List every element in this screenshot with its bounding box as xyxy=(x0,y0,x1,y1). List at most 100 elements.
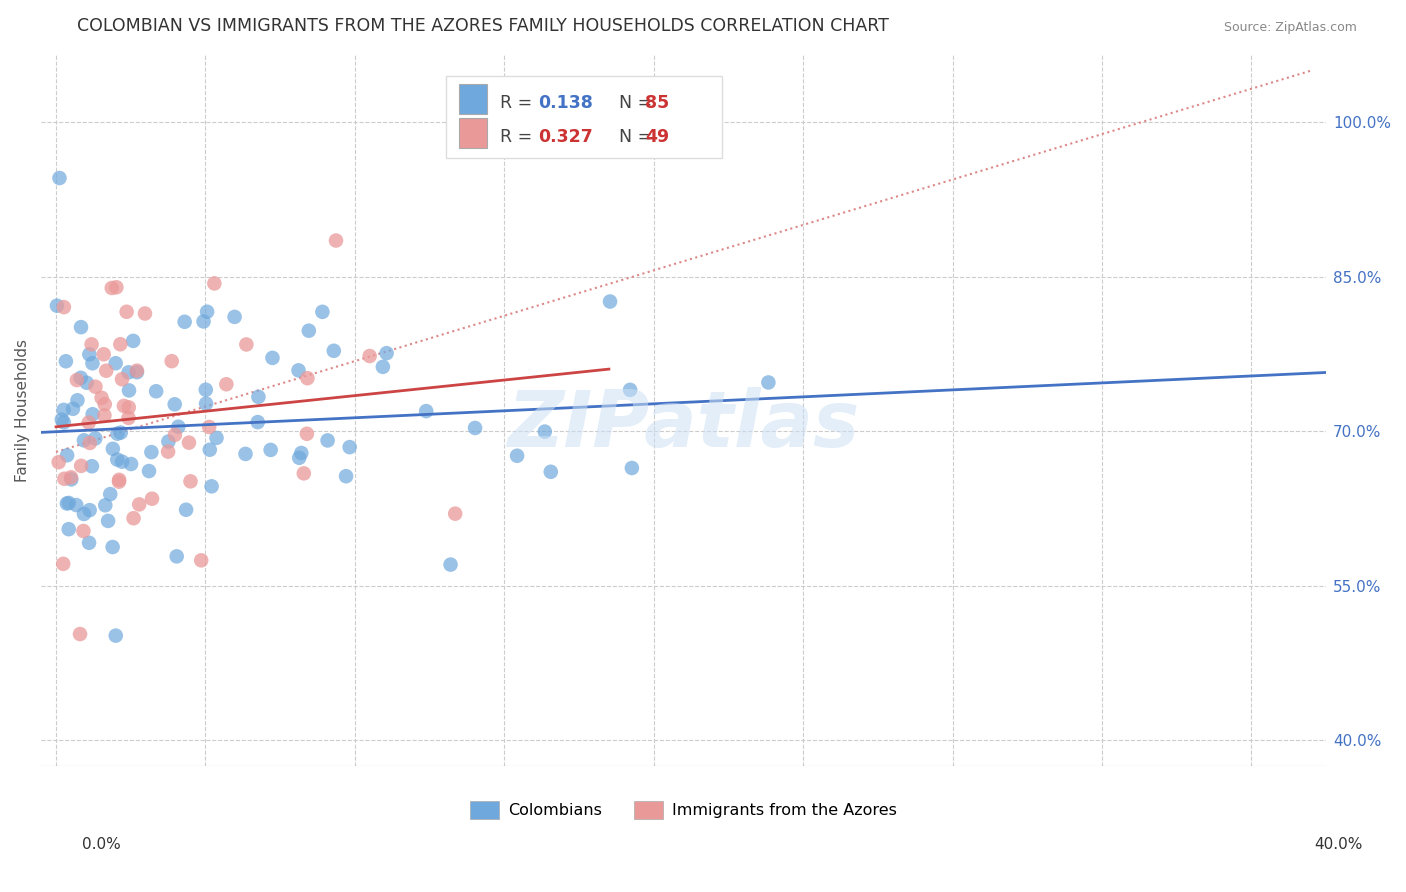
Point xyxy=(335,469,357,483)
Point xyxy=(290,446,312,460)
Point xyxy=(52,403,75,417)
Point xyxy=(93,347,115,361)
Text: N =: N = xyxy=(619,95,652,112)
Point xyxy=(62,401,84,416)
Point xyxy=(167,419,190,434)
Text: 85: 85 xyxy=(645,95,669,112)
Point xyxy=(58,496,80,510)
Legend: Colombians, Immigrants from the Azores: Colombians, Immigrants from the Azores xyxy=(464,795,904,826)
Point xyxy=(122,334,145,348)
Point xyxy=(177,435,200,450)
Point xyxy=(599,294,621,309)
Point xyxy=(70,458,93,473)
Y-axis label: Family Households: Family Households xyxy=(15,339,30,483)
Point xyxy=(179,475,201,489)
Point xyxy=(56,448,79,462)
Bar xyxy=(458,85,486,114)
Point xyxy=(72,524,94,538)
Point xyxy=(77,536,100,550)
Point xyxy=(48,171,70,186)
Point xyxy=(235,337,257,351)
Point xyxy=(108,473,131,487)
Point xyxy=(117,365,139,379)
Point xyxy=(444,507,467,521)
Point xyxy=(69,627,91,641)
Point xyxy=(533,425,555,439)
Point xyxy=(200,479,222,493)
Point xyxy=(108,475,131,489)
Point xyxy=(79,436,101,450)
Point xyxy=(59,470,82,484)
Point xyxy=(66,373,89,387)
Text: 49: 49 xyxy=(645,128,669,146)
Point xyxy=(52,300,75,314)
Point xyxy=(80,459,103,474)
Point xyxy=(46,299,69,313)
Point xyxy=(620,461,643,475)
Point xyxy=(101,442,124,456)
Point xyxy=(60,472,83,486)
Point xyxy=(55,354,77,368)
Text: 0.138: 0.138 xyxy=(538,95,593,112)
Point xyxy=(94,498,117,512)
Point xyxy=(415,404,437,418)
Point xyxy=(84,380,107,394)
Point xyxy=(111,455,134,469)
Point xyxy=(464,421,486,435)
Point xyxy=(198,420,221,434)
Point xyxy=(246,415,269,429)
Point xyxy=(51,412,73,426)
Point xyxy=(287,363,309,377)
Point xyxy=(193,314,215,328)
Point xyxy=(195,396,218,410)
Point xyxy=(73,434,96,448)
Point xyxy=(247,390,270,404)
Point xyxy=(118,384,141,398)
Point xyxy=(141,491,163,506)
Text: N =: N = xyxy=(619,128,652,146)
Point xyxy=(194,383,217,397)
Point xyxy=(157,444,180,458)
Point xyxy=(58,522,80,536)
Point xyxy=(195,304,218,318)
Point xyxy=(311,305,333,319)
Point xyxy=(94,397,117,411)
Point xyxy=(506,449,529,463)
Point xyxy=(52,416,75,430)
Point xyxy=(76,376,98,390)
Point xyxy=(100,281,122,295)
Point xyxy=(97,514,120,528)
Point xyxy=(77,416,100,430)
Point xyxy=(325,234,347,248)
Point xyxy=(141,445,163,459)
Point xyxy=(298,324,321,338)
Point xyxy=(259,442,281,457)
Point xyxy=(540,465,562,479)
Point xyxy=(224,310,246,324)
Point xyxy=(138,464,160,478)
Point xyxy=(174,502,197,516)
Point xyxy=(65,498,87,512)
Point xyxy=(295,426,318,441)
Point xyxy=(56,496,79,510)
Point xyxy=(79,503,101,517)
Text: Source: ZipAtlas.com: Source: ZipAtlas.com xyxy=(1223,21,1357,34)
Point xyxy=(128,497,150,511)
Point xyxy=(82,407,104,421)
Point xyxy=(110,425,132,440)
Point xyxy=(375,346,398,360)
Point xyxy=(758,376,780,390)
Point xyxy=(205,431,228,445)
Point xyxy=(292,467,315,481)
Point xyxy=(69,371,91,385)
Point xyxy=(160,354,183,368)
Point xyxy=(112,399,135,413)
Point xyxy=(52,557,75,571)
Point xyxy=(163,397,186,411)
Bar xyxy=(446,77,723,158)
Point xyxy=(371,359,394,374)
Point xyxy=(215,377,238,392)
Point xyxy=(117,410,139,425)
Point xyxy=(115,305,138,319)
Point xyxy=(173,315,195,329)
